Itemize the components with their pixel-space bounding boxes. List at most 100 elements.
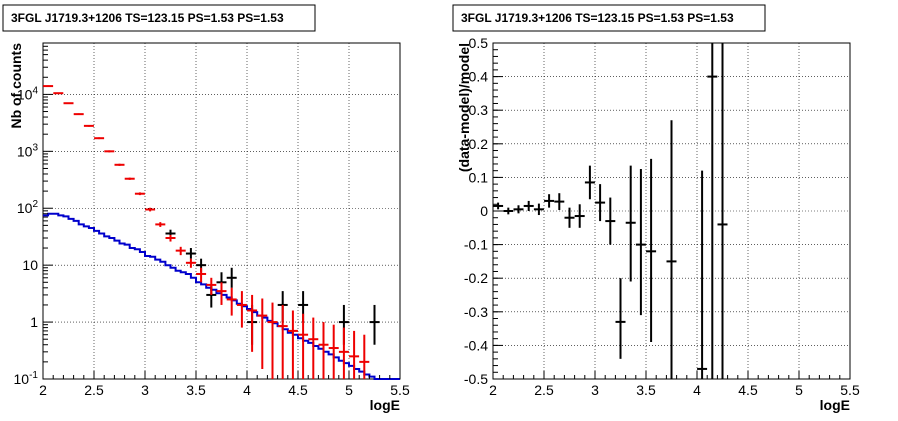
data-point [359,334,370,379]
residual-panel: 2 2.5 3 3.5 4 4.5 5 5.5 -0.5 -0.4 -0.3 -0.2 -0.1 0 0.1… [452,4,860,413]
model-step-line [43,212,400,380]
data-point [646,158,657,343]
residual-grid [493,43,850,379]
x-tick-label: 3.5 [186,382,206,398]
data-point [43,85,54,88]
data-point [257,298,268,369]
data-point [155,222,166,227]
counts-title-box: 3FGL J1719.3+1206 TS=123.15 PS=1.53 PS=1… [2,4,316,32]
y-tick-label: -0.3 [464,304,488,320]
data-point [247,294,258,352]
y-tick-label: 0.5 [469,35,489,51]
y-tick-label: 10 [22,257,38,273]
data-point [308,317,319,379]
x-tick-label: 4 [693,382,701,398]
data-point [595,184,606,222]
data-point [124,177,135,180]
data-point [165,234,176,242]
residual-marks [493,43,728,379]
data-point [635,169,646,316]
residual-y-axis-title: (data-model)/model [456,43,472,172]
data-point [226,287,237,316]
data-point [83,124,94,127]
data-point [533,203,544,216]
data-point [175,246,186,256]
data-point [369,304,380,345]
x-tick-label: 2 [489,382,497,398]
data-point [584,165,595,200]
y-tick-label: 0.4 [469,69,489,85]
data-point [544,194,555,208]
data-point [277,304,288,379]
data-point [666,120,677,379]
y-tick-label: -0.5 [464,371,488,387]
y-tick-label: 10-1 [14,370,39,387]
data-point [318,322,329,379]
counts-axes: 2 2.5 3 3.5 4 4.5 5 5.5 10-1 1 10 102 103 104 [14,42,410,398]
x-tick-label: 4 [243,382,251,398]
y-tick-label: 0.2 [469,136,489,152]
data-point [328,324,339,379]
data-point [513,205,524,214]
y-tick-label: 103 [17,142,39,159]
counts-y-axis-title: Nb of counts [8,43,24,129]
x-tick-label: 3 [141,382,149,398]
x-tick-label: 2.5 [84,382,104,398]
data-point [267,302,278,379]
data-point [94,137,105,140]
data-point [196,267,207,283]
data-point [349,330,360,379]
data-point [287,310,298,379]
data-point [707,43,718,379]
residual-axes: 2 2.5 3 3.5 4 4.5 5 5.5 -0.5 -0.4 -0.3 -0.2 -0.1 0 0.1… [464,35,860,398]
data-point [564,207,575,228]
y-tick-label: 0.1 [469,169,489,185]
data-point [185,258,196,268]
data-point [53,92,64,95]
data-point [523,200,534,211]
x-tick-label: 5 [795,382,803,398]
x-tick-label: 3 [591,382,599,398]
data-point [298,313,309,379]
x-tick-label: 4.5 [288,382,308,398]
counts-marks [43,85,400,380]
residual-chart-title: 3FGL J1719.3+1206 TS=123.15 PS=1.53 PS=1… [461,11,734,25]
data-point [185,248,196,259]
x-tick-label: 4.5 [738,382,758,398]
counts-x-axis-title: logE [370,397,400,413]
data-point [73,113,84,116]
data-point [493,202,504,210]
y-tick-label: 0 [480,203,488,219]
x-tick-label: 2 [39,382,47,398]
data-point [226,267,237,288]
counts-panel: 2 2.5 3 3.5 4 4.5 5 5.5 10-1 1 10 102 103 104 3FGL J1… [2,4,410,413]
residual-x-axis-title: logE [820,397,850,413]
data-point [697,170,708,379]
y-tick-label: 102 [17,199,39,216]
data-point [605,197,616,245]
data-point [717,43,728,379]
residual-title-box: 3FGL J1719.3+1206 TS=123.15 PS=1.53 PS=1… [452,4,766,32]
data-point [615,278,626,359]
data-point [625,165,636,282]
counts-plot-frame [42,42,401,380]
data-point [338,327,349,379]
data-point [134,192,145,196]
data-point [236,291,247,328]
x-tick-label: 5 [345,382,353,398]
data-point [554,193,565,210]
x-tick-label: 5.5 [840,382,860,398]
x-tick-label: 3.5 [636,382,656,398]
x-tick-label: 2.5 [534,382,554,398]
y-tick-label: -0.4 [464,337,488,353]
y-tick-label: 1 [30,314,38,330]
y-tick-label: 104 [17,85,39,102]
y-tick-label: -0.2 [464,270,488,286]
data-point [104,150,115,153]
y-tick-label: 0.3 [469,102,489,118]
data-point [503,207,514,215]
counts-chart-title: 3FGL J1719.3+1206 TS=123.15 PS=1.53 PS=1… [11,11,284,25]
x-tick-label: 5.5 [390,382,410,398]
data-point [63,102,74,105]
